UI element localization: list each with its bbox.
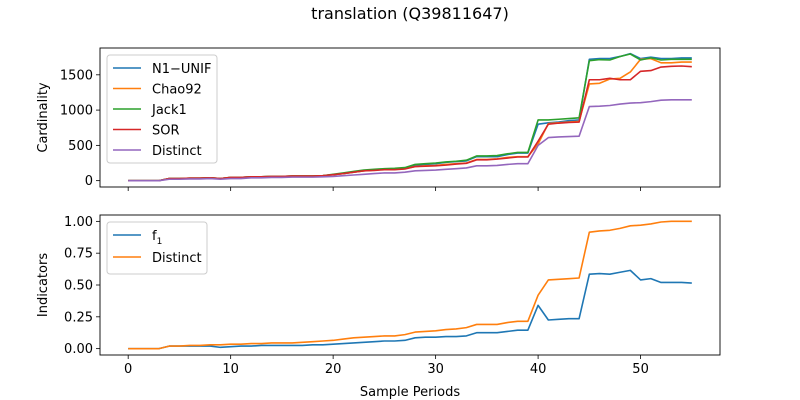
legend-label: Jack1 bbox=[151, 103, 187, 118]
y-tick-label: 1000 bbox=[60, 104, 93, 119]
legend-label: f1 bbox=[152, 229, 162, 247]
legend-label-subscript: 1 bbox=[157, 237, 163, 247]
series-line-f1 bbox=[128, 269, 692, 350]
y-axis-label: Indicators bbox=[36, 253, 51, 317]
axes-frame bbox=[99, 47, 721, 188]
legend-label: Distinct bbox=[152, 251, 202, 266]
x-tick-label: 20 bbox=[325, 362, 342, 377]
legend-box bbox=[106, 221, 208, 275]
legend-label: Distinct bbox=[152, 144, 202, 159]
y-tick-label: 0.75 bbox=[64, 247, 93, 262]
series-line-distinct bbox=[128, 220, 692, 350]
legend-label: N1−UNIF bbox=[152, 62, 211, 77]
legend-label: Chao92 bbox=[152, 83, 202, 98]
x-tick-label: 50 bbox=[632, 362, 649, 377]
chart-title: translation (Q39811647) bbox=[311, 4, 509, 23]
legend-label: SOR bbox=[152, 124, 180, 139]
y-tick-label: 0.25 bbox=[64, 310, 93, 325]
x-tick-label: 0 bbox=[124, 362, 132, 377]
x-tick-label: 40 bbox=[530, 362, 547, 377]
indicators-panel: 0 10 20 30 40 50 0.00 0.25 0.50 0.75 1.00 Indicator… bbox=[36, 214, 721, 400]
x-axis-label: Sample Periods bbox=[360, 385, 460, 400]
y-axis-label: Cardinality bbox=[36, 82, 51, 153]
y-tick-label: 0.50 bbox=[64, 279, 93, 294]
y-tick-label: 0.00 bbox=[64, 342, 93, 357]
y-tick-label: 1.00 bbox=[64, 215, 93, 230]
x-tick-label: 30 bbox=[427, 362, 444, 377]
legend-box bbox=[106, 54, 218, 164]
cardinality-panel: 0 500 1000 1500 Cardinality N1−UNIF Chao92 Jack… bbox=[36, 47, 721, 191]
y-tick-label: 1500 bbox=[60, 68, 93, 83]
x-tick-label: 10 bbox=[222, 362, 239, 377]
series-line-distinct bbox=[128, 99, 692, 182]
y-tick-label: 500 bbox=[68, 139, 93, 154]
y-tick-label: 0 bbox=[85, 174, 93, 189]
